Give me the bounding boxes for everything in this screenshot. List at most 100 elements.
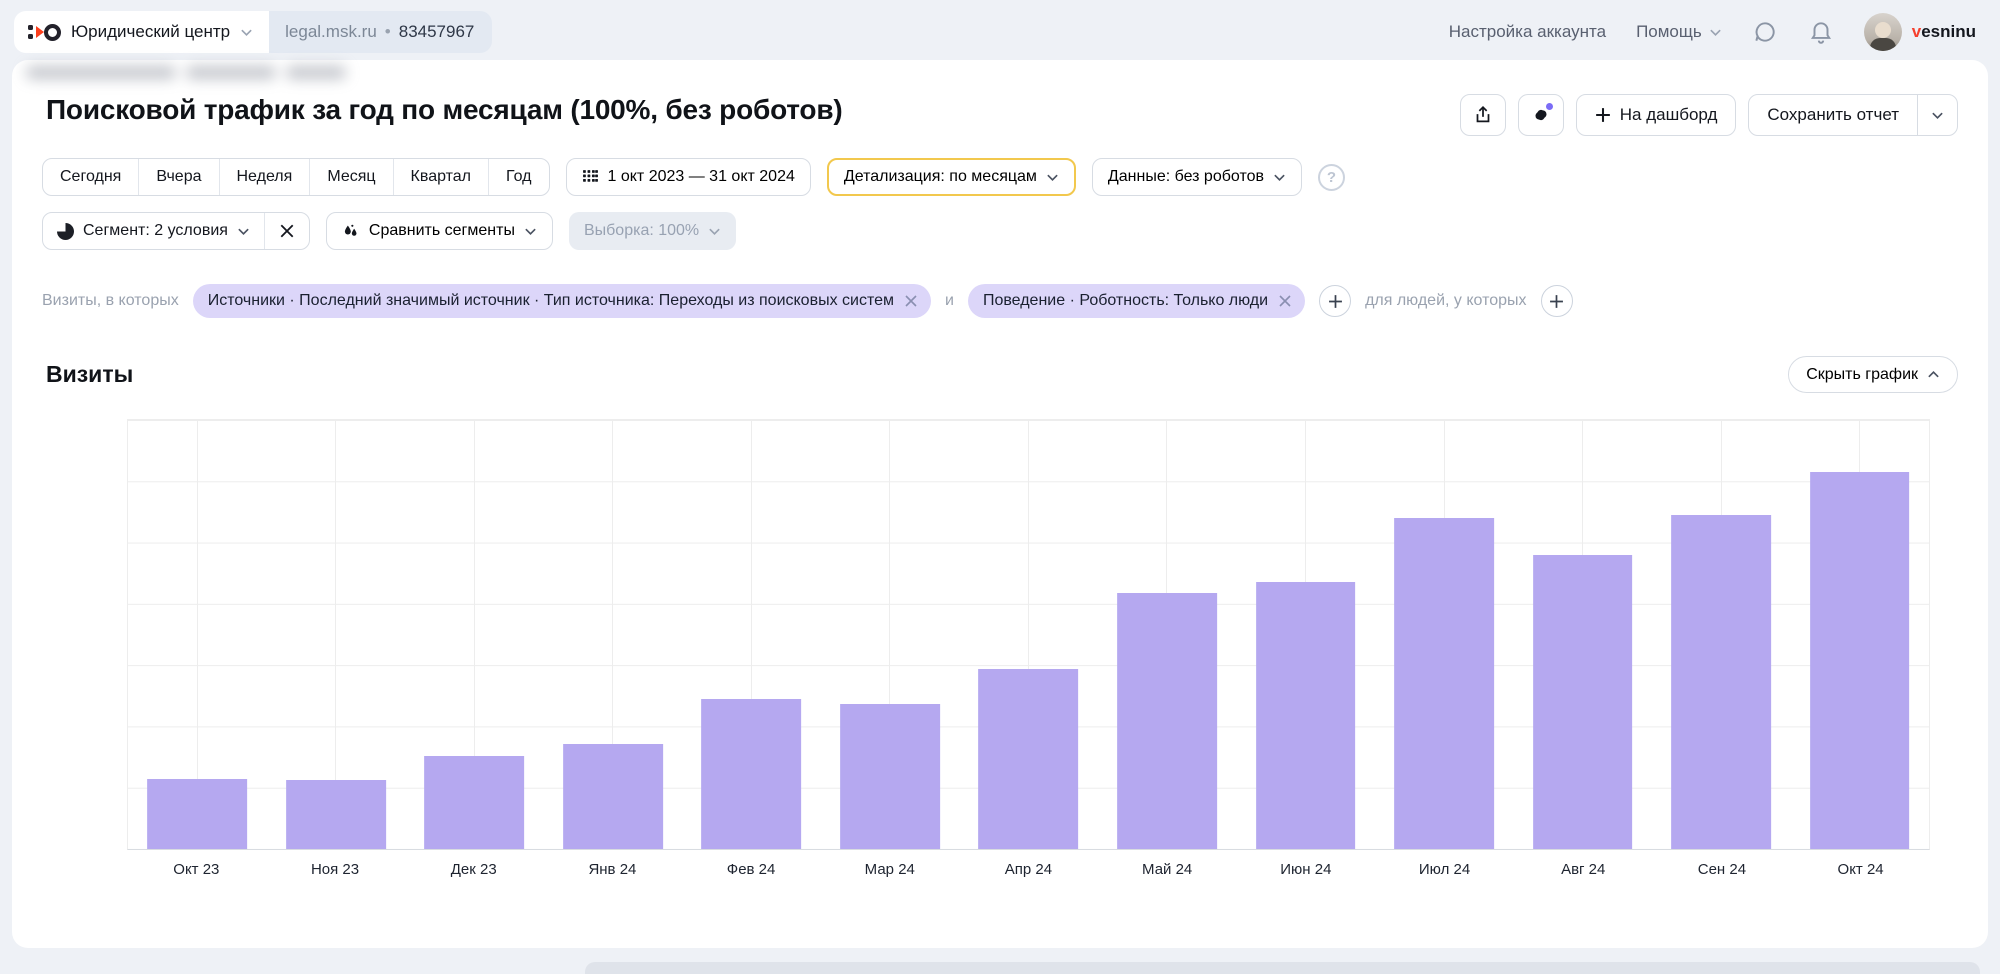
blurred-region <box>26 66 346 79</box>
chart-column <box>821 420 960 849</box>
remove-filter-icon[interactable] <box>904 294 918 308</box>
ai-assistant-button[interactable] <box>1517 94 1564 136</box>
help-circle-icon[interactable]: ? <box>1317 163 1345 191</box>
report-card: Поисковой трафик за год по месяцам (100%… <box>12 60 1988 948</box>
chart-column <box>1236 420 1375 849</box>
chevron-down-icon <box>1710 29 1721 36</box>
export-button[interactable] <box>1459 94 1506 136</box>
period-tab-week[interactable]: Неделя <box>220 159 311 195</box>
chat-icon[interactable] <box>1752 19 1778 45</box>
chart-bar-9[interactable] <box>1255 582 1356 849</box>
chart-column <box>405 420 544 849</box>
period-tab-today[interactable]: Сегодня <box>43 159 140 195</box>
period-tab-yesterday[interactable]: Вчера <box>139 159 220 195</box>
help-menu[interactable]: Помощь <box>1636 22 1722 42</box>
hide-chart-button[interactable]: Скрыть график <box>1788 356 1958 393</box>
chart-column <box>682 420 821 849</box>
remove-filter-icon[interactable] <box>1278 294 1292 308</box>
data-mode-label: Данные: без роботов <box>1107 168 1264 185</box>
chart-bar-6[interactable] <box>840 703 940 849</box>
compare-segments-button[interactable]: Сравнить сегменты <box>325 212 553 250</box>
filter-chip-sources[interactable]: Источники · Последний значимый источник … <box>192 284 932 318</box>
chart-bar-4[interactable] <box>562 743 663 849</box>
chevron-down-icon <box>1047 174 1058 181</box>
hide-chart-label: Скрыть график <box>1806 365 1918 383</box>
chevron-up-icon <box>1928 370 1939 378</box>
period-tab-year[interactable]: Год <box>506 168 532 185</box>
chart-x-label: Апр 24 <box>1004 861 1053 878</box>
chart-column <box>1513 420 1652 849</box>
chart-bar-8[interactable] <box>1117 592 1217 849</box>
chart-x-label: Янв 24 <box>588 861 637 878</box>
page-title: Поисковой трафик за год по месяцам (100%… <box>46 94 843 125</box>
account-settings-link[interactable]: Настройка аккаунта <box>1448 22 1607 41</box>
dot-separator: • <box>384 22 391 41</box>
add-to-dashboard-button[interactable]: На дашборд <box>1575 94 1737 136</box>
date-range-label: 1 окт 2023 — 31 окт 2024 <box>607 168 795 185</box>
topbar-right: Настройка аккаунта Помощь vesninu <box>1449 13 1984 51</box>
save-report-caret[interactable] <box>1917 95 1957 135</box>
chart-column <box>1652 420 1791 849</box>
metric-row: Визиты Скрыть график <box>42 356 1958 393</box>
period-controls-row: Сегодня Вчера Неделя Месяц Квартал Год 1… <box>42 158 1958 196</box>
filters-row: Визиты, в которых Источники · Последний … <box>42 284 1958 318</box>
close-icon <box>280 224 294 238</box>
chart-bar-10[interactable] <box>1394 518 1494 849</box>
share-icon <box>1476 105 1490 123</box>
segment-group: Сегмент: 2 условия <box>42 212 310 250</box>
detail-selector[interactable]: Детализация: по месяцам <box>826 158 1076 196</box>
counter-name: Юридический центр <box>71 22 231 41</box>
add-people-filter-button[interactable] <box>1540 285 1573 317</box>
topbar: Юридический центр legal.msk.ru • 8345796… <box>0 0 2000 56</box>
chart-bar-7[interactable] <box>978 668 1079 849</box>
filter-chip-behavior[interactable]: Поведение · Роботность: Только люди <box>967 284 1306 318</box>
segment-label: Сегмент: 2 условия <box>83 222 228 239</box>
metrica-logo-icon <box>28 23 61 41</box>
calendar-grid-icon <box>582 169 598 182</box>
filter-chip-label: Источники · Последний значимый источник … <box>207 292 895 309</box>
counter-selector[interactable]: Юридический центр <box>14 11 270 53</box>
chart-column <box>128 420 267 849</box>
chart-x-label: Авг 24 <box>1561 861 1606 878</box>
chevron-down-icon <box>238 228 249 235</box>
title-row: Поисковой трафик за год по месяцам (100%… <box>42 94 1958 136</box>
segment-controls-row: Сегмент: 2 условия Сравнить сегменты Выб… <box>42 212 1958 250</box>
chevron-down-icon <box>525 228 536 235</box>
segment-selector[interactable]: Сегмент: 2 условия <box>43 213 264 249</box>
chart-bar-13[interactable] <box>1809 472 1910 849</box>
chart-xlabels: Окт 23 Ноя 23 Дек 23 Янв 24 Фев 24 Мар 24 Апр … <box>127 861 1930 878</box>
chart-bar-5[interactable] <box>701 698 802 849</box>
chart-column <box>1375 420 1514 849</box>
chart-bar-2[interactable] <box>285 779 386 849</box>
next-section-peek <box>585 962 1980 974</box>
data-mode-selector[interactable]: Данные: без роботов <box>1091 158 1302 196</box>
period-tab-month[interactable]: Месяц <box>310 159 394 195</box>
chart-bar-1[interactable] <box>147 778 248 849</box>
save-report-button[interactable]: Сохранить отчет <box>1767 105 1899 124</box>
compare-drops-icon <box>344 224 357 236</box>
username-initial: v <box>1911 22 1922 41</box>
avatar[interactable] <box>1863 13 1902 51</box>
counter-switcher[interactable]: Юридический центр legal.msk.ru • 8345796… <box>14 11 493 53</box>
filters-prefix: Визиты, в которых <box>42 292 179 309</box>
help-label: Помощь <box>1636 22 1702 41</box>
bell-icon[interactable] <box>1808 19 1834 45</box>
chart-x-label: Окт 23 <box>173 861 220 878</box>
chart-column <box>267 420 406 849</box>
chart-column <box>1098 420 1237 849</box>
user-menu[interactable]: vesninu <box>1863 13 1976 51</box>
segment-clear-button[interactable] <box>263 213 309 249</box>
add-to-dashboard-label: На дашборд <box>1619 105 1718 124</box>
compare-segments-label: Сравнить сегменты <box>368 222 515 239</box>
chart-x-label: Июл 24 <box>1418 861 1471 878</box>
period-tab-quarter[interactable]: Квартал <box>394 159 490 195</box>
chart-bar-12[interactable] <box>1671 515 1771 849</box>
chart-bar-3[interactable] <box>424 755 525 849</box>
plus-icon <box>1550 294 1563 308</box>
sampling-selector[interactable]: Выборка: 100% <box>568 212 737 250</box>
plus-icon <box>1595 108 1610 122</box>
chart-x-label: Июн 24 <box>1280 861 1332 878</box>
date-range-button[interactable]: 1 окт 2023 — 31 окт 2024 <box>565 158 811 196</box>
add-visit-filter-button[interactable] <box>1319 285 1352 317</box>
chart-bar-11[interactable] <box>1532 554 1633 849</box>
